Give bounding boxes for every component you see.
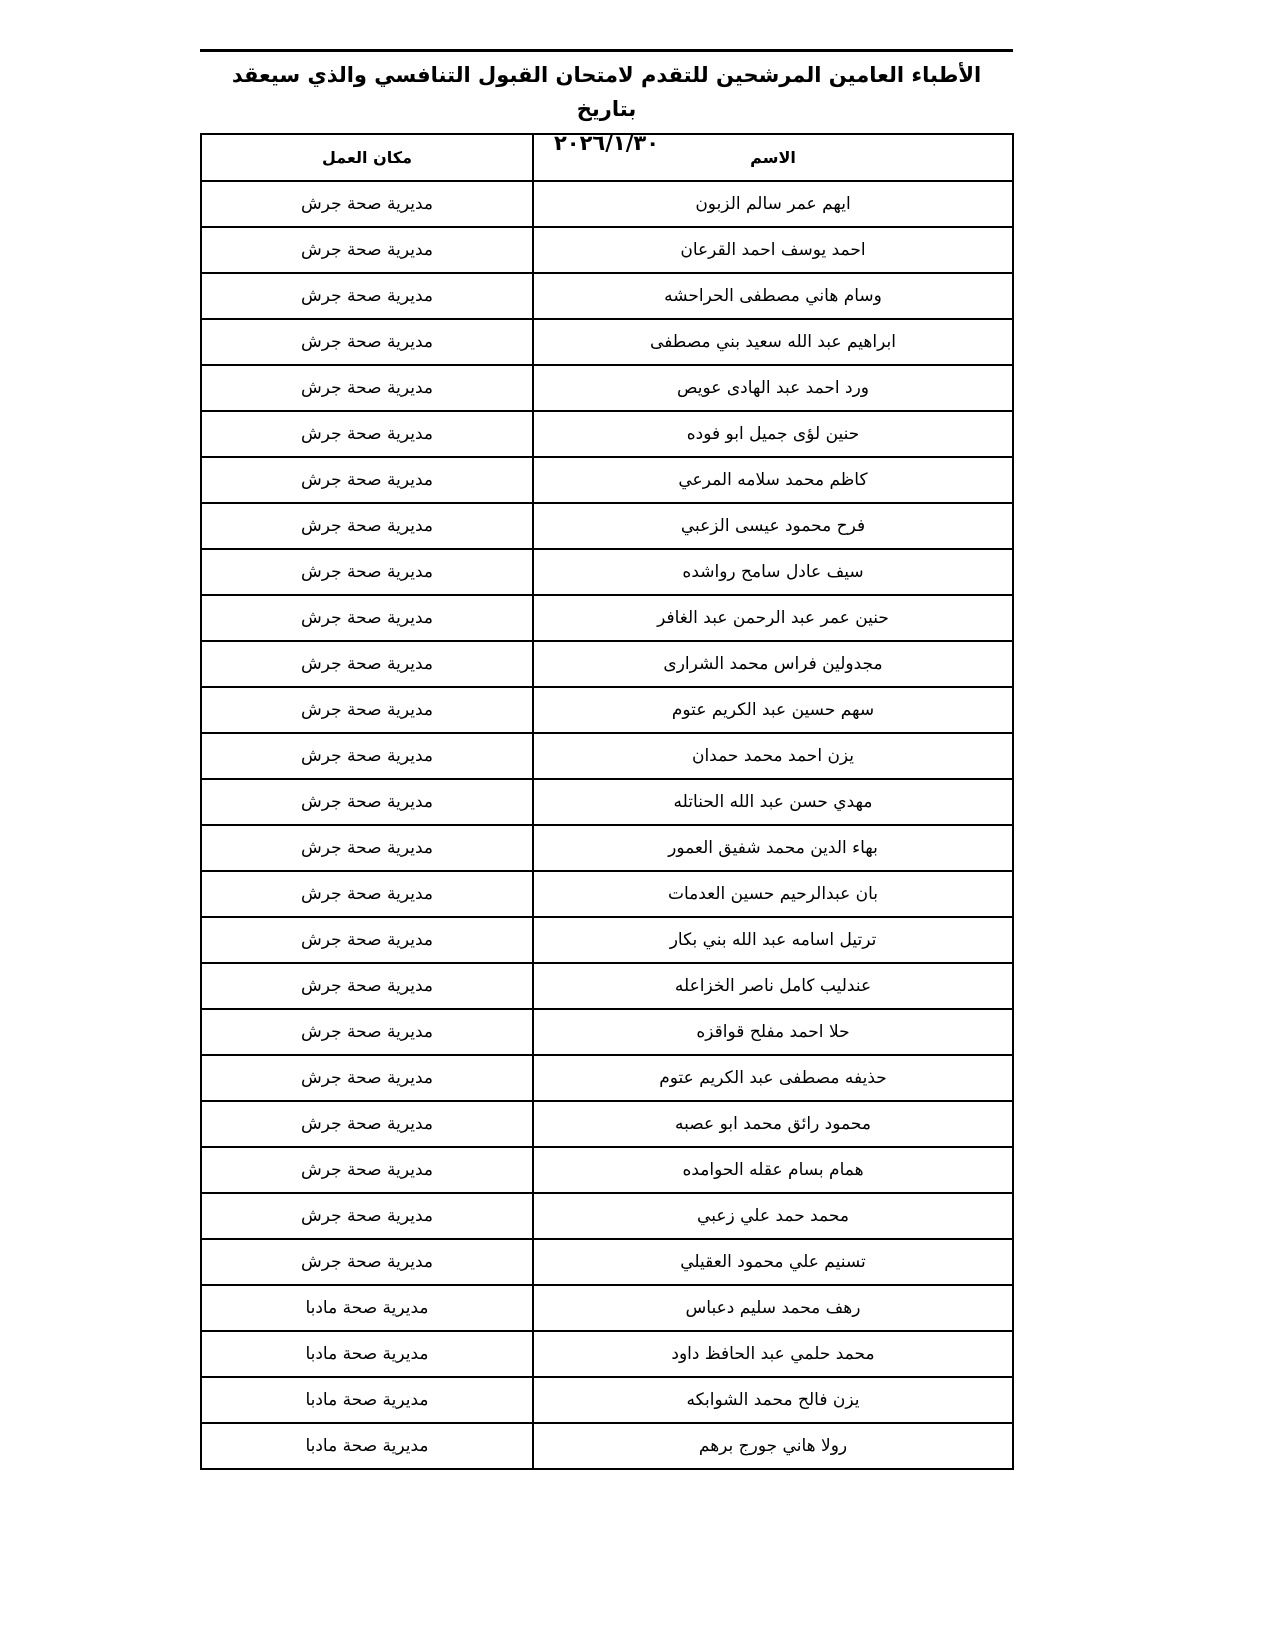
cell-workplace: مديرية صحة مادبا xyxy=(200,1330,534,1378)
table-row: يزن فالح محمد الشوابكه مديرية صحة مادبا xyxy=(200,1376,1014,1424)
cell-name: ايهم عمر سالم الزبون xyxy=(532,180,1014,228)
table-row: تسنيم علي محمود العقيلي مديرية صحة جرش xyxy=(200,1238,1014,1286)
table-row: ورد احمد عبد الهادى عويص مديرية صحة جرش xyxy=(200,364,1014,412)
cell-workplace: مديرية صحة جرش xyxy=(200,410,534,458)
cell-name: ورد احمد عبد الهادى عويص xyxy=(532,364,1014,412)
cell-workplace: مديرية صحة جرش xyxy=(200,778,534,826)
table-row: رهف محمد سليم دعباس مديرية صحة مادبا xyxy=(200,1284,1014,1332)
cell-name: مهدي حسن عبد الله الحناتله xyxy=(532,778,1014,826)
cell-workplace: مديرية صحة جرش xyxy=(200,1192,534,1240)
page-title: الأطباء العامين المرشحين للتقدم لامتحان … xyxy=(200,58,1013,160)
cell-workplace: مديرية صحة مادبا xyxy=(200,1376,534,1424)
cell-workplace: مديرية صحة جرش xyxy=(200,1054,534,1102)
cell-workplace: مديرية صحة جرش xyxy=(200,870,534,918)
cell-workplace: مديرية صحة جرش xyxy=(200,1146,534,1194)
cell-workplace: مديرية صحة جرش xyxy=(200,226,534,274)
cell-name: كاظم محمد سلامه المرعي xyxy=(532,456,1014,504)
table-row: احمد يوسف احمد القرعان مديرية صحة جرش xyxy=(200,226,1014,274)
cell-name: رولا هاني جورج برهم xyxy=(532,1422,1014,1470)
cell-name: مجدولين فراس محمد الشرارى xyxy=(532,640,1014,688)
cell-workplace: مديرية صحة جرش xyxy=(200,456,534,504)
cell-workplace: مديرية صحة جرش xyxy=(200,640,534,688)
cell-name: حنين لؤى جميل ابو فوده xyxy=(532,410,1014,458)
cell-name: همام بسام عقله الحوامده xyxy=(532,1146,1014,1194)
cell-name: فرح محمود عيسى الزعبي xyxy=(532,502,1014,550)
table-row: يزن احمد محمد حمدان مديرية صحة جرش xyxy=(200,732,1014,780)
cell-name: بهاء الدين محمد شفيق العمور xyxy=(532,824,1014,872)
cell-name: محمود رائق محمد ابو عصبه xyxy=(532,1100,1014,1148)
header-workplace: مكان العمل xyxy=(200,133,534,182)
table-row: ايهم عمر سالم الزبون مديرية صحة جرش xyxy=(200,180,1014,228)
cell-workplace: مديرية صحة جرش xyxy=(200,1238,534,1286)
cell-name: بان عبدالرحيم حسين العدمات xyxy=(532,870,1014,918)
table-row: فرح محمود عيسى الزعبي مديرية صحة جرش xyxy=(200,502,1014,550)
table-row: مهدي حسن عبد الله الحناتله مديرية صحة جرش xyxy=(200,778,1014,826)
cell-workplace: مديرية صحة جرش xyxy=(200,502,534,550)
table-row: وسام هاني مصطفى الحراحشه مديرية صحة جرش xyxy=(200,272,1014,320)
cell-name: محمد حلمي عبد الحافظ داود xyxy=(532,1330,1014,1378)
table-row: حنين عمر عبد الرحمن عبد الغافر مديرية صحة… xyxy=(200,594,1014,642)
table-header-row: الاسم مكان العمل xyxy=(200,133,1014,182)
table-row: همام بسام عقله الحوامده مديرية صحة جرش xyxy=(200,1146,1014,1194)
table-row: مجدولين فراس محمد الشرارى مديرية صحة جرش xyxy=(200,640,1014,688)
cell-workplace: مديرية صحة مادبا xyxy=(200,1422,534,1470)
cell-name: يزن احمد محمد حمدان xyxy=(532,732,1014,780)
cell-workplace: مديرية صحة جرش xyxy=(200,1008,534,1056)
cell-workplace: مديرية صحة جرش xyxy=(200,548,534,596)
table-row: كاظم محمد سلامه المرعي مديرية صحة جرش xyxy=(200,456,1014,504)
cell-workplace: مديرية صحة جرش xyxy=(200,364,534,412)
top-rule xyxy=(200,49,1013,52)
cell-name: حنين عمر عبد الرحمن عبد الغافر xyxy=(532,594,1014,642)
cell-name: ترتيل اسامه عبد الله بني بكار xyxy=(532,916,1014,964)
cell-workplace: مديرية صحة جرش xyxy=(200,272,534,320)
cell-name: يزن فالح محمد الشوابكه xyxy=(532,1376,1014,1424)
cell-name: تسنيم علي محمود العقيلي xyxy=(532,1238,1014,1286)
table-row: حلا احمد مفلح قواقزه مديرية صحة جرش xyxy=(200,1008,1014,1056)
cell-name: ابراهيم عبد الله سعيد بني مصطفى xyxy=(532,318,1014,366)
table-row: محمد حمد علي زعبي مديرية صحة جرش xyxy=(200,1192,1014,1240)
cell-workplace: مديرية صحة جرش xyxy=(200,594,534,642)
cell-workplace: مديرية صحة جرش xyxy=(200,180,534,228)
cell-name: حذيفه مصطفى عبد الكريم عتوم xyxy=(532,1054,1014,1102)
cell-name: محمد حمد علي زعبي xyxy=(532,1192,1014,1240)
table-row: بان عبدالرحيم حسين العدمات مديرية صحة جرش xyxy=(200,870,1014,918)
table-row: بهاء الدين محمد شفيق العمور مديرية صحة جر… xyxy=(200,824,1014,872)
table-row: عندليب كامل ناصر الخزاعله مديرية صحة جرش xyxy=(200,962,1014,1010)
cell-name: حلا احمد مفلح قواقزه xyxy=(532,1008,1014,1056)
table-row: محمود رائق محمد ابو عصبه مديرية صحة جرش xyxy=(200,1100,1014,1148)
table-row: ابراهيم عبد الله سعيد بني مصطفى مديرية صح… xyxy=(200,318,1014,366)
table-row: سيف عادل سامح رواشده مديرية صحة جرش xyxy=(200,548,1014,596)
cell-workplace: مديرية صحة جرش xyxy=(200,318,534,366)
table-row: سهم حسين عبد الكريم عتوم مديرية صحة جرش xyxy=(200,686,1014,734)
table-row: حذيفه مصطفى عبد الكريم عتوم مديرية صحة جر… xyxy=(200,1054,1014,1102)
cell-workplace: مديرية صحة جرش xyxy=(200,1100,534,1148)
cell-workplace: مديرية صحة جرش xyxy=(200,824,534,872)
cell-name: سهم حسين عبد الكريم عتوم xyxy=(532,686,1014,734)
cell-workplace: مديرية صحة جرش xyxy=(200,916,534,964)
table-row: محمد حلمي عبد الحافظ داود مديرية صحة مادب… xyxy=(200,1330,1014,1378)
table-row: ترتيل اسامه عبد الله بني بكار مديرية صحة … xyxy=(200,916,1014,964)
candidates-table: الاسم مكان العمل ايهم عمر سالم الزبون مدي… xyxy=(200,133,1014,1470)
table-row: رولا هاني جورج برهم مديرية صحة مادبا xyxy=(200,1422,1014,1470)
cell-name: سيف عادل سامح رواشده xyxy=(532,548,1014,596)
cell-workplace: مديرية صحة جرش xyxy=(200,962,534,1010)
cell-name: احمد يوسف احمد القرعان xyxy=(532,226,1014,274)
cell-name: رهف محمد سليم دعباس xyxy=(532,1284,1014,1332)
cell-workplace: مديرية صحة جرش xyxy=(200,732,534,780)
title-line-1: الأطباء العامين المرشحين للتقدم لامتحان … xyxy=(231,63,982,121)
cell-workplace: مديرية صحة جرش xyxy=(200,686,534,734)
cell-workplace: مديرية صحة مادبا xyxy=(200,1284,534,1332)
table-row: حنين لؤى جميل ابو فوده مديرية صحة جرش xyxy=(200,410,1014,458)
cell-name: وسام هاني مصطفى الحراحشه xyxy=(532,272,1014,320)
cell-name: عندليب كامل ناصر الخزاعله xyxy=(532,962,1014,1010)
header-name: الاسم xyxy=(532,133,1014,182)
